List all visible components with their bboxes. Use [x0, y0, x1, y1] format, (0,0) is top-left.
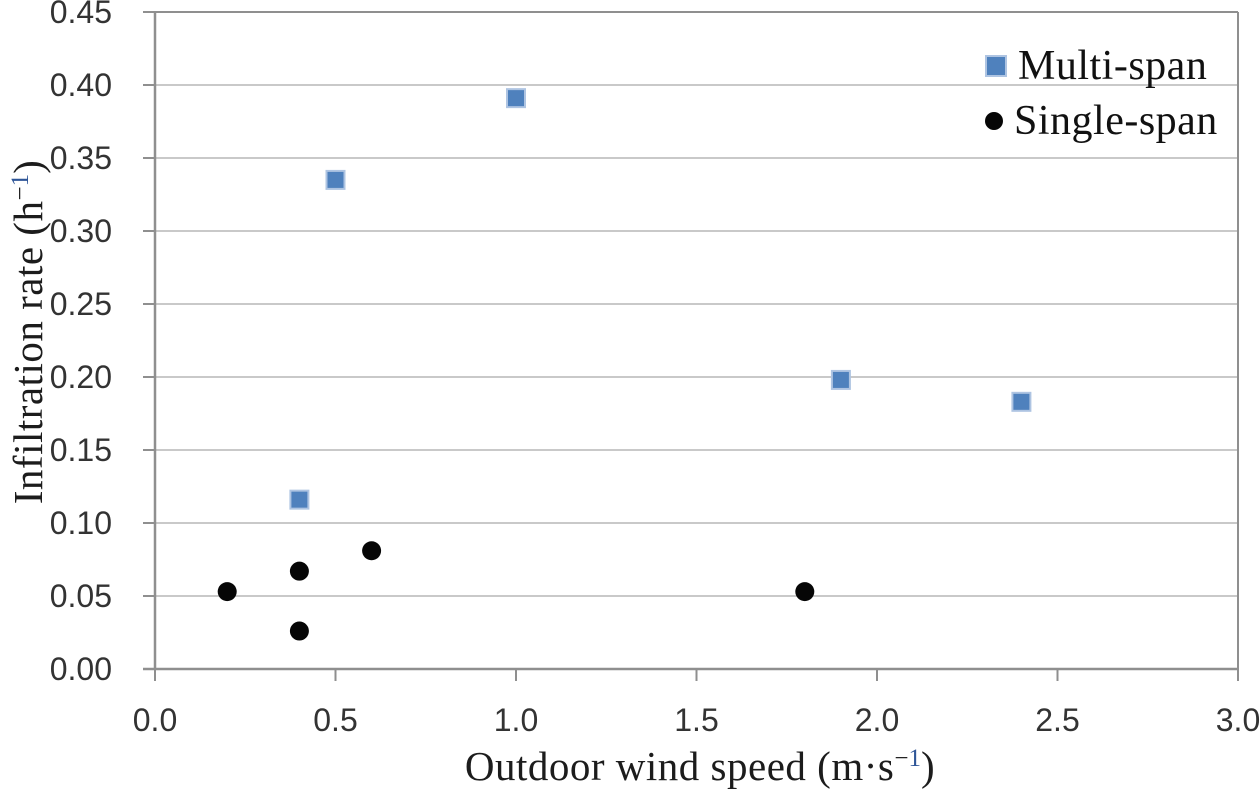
legend-item-single-span: Single-span [985, 98, 1218, 144]
y-tick-label: 0.20 [50, 359, 112, 395]
x-axis-title: Outdoor wind speed (m·s−1) [465, 742, 935, 790]
data-point-multi-span [325, 169, 346, 190]
legend-circle-marker-icon [985, 112, 1003, 130]
data-point-single-span [795, 582, 815, 602]
y-tick-label: 0.45 [50, 0, 112, 30]
data-point-multi-span [830, 369, 851, 390]
data-point-multi-span [506, 88, 526, 109]
legend-label-single-span: Single-span [1014, 98, 1218, 144]
data-point-single-span [289, 621, 309, 641]
legend-item-multi-span: Multi-span [985, 43, 1218, 89]
legend: Multi-span Single-span [985, 43, 1218, 154]
data-point-single-span [362, 541, 382, 561]
y-tick-label: 0.35 [50, 140, 112, 176]
x-axis-title-close: ) [920, 743, 936, 789]
data-point-single-span [289, 561, 309, 581]
x-tick-label: 2.0 [855, 702, 899, 738]
y-tick-label: 0.40 [50, 67, 112, 103]
y-tick-label: 0.30 [50, 213, 112, 249]
legend-label-multi-span: Multi-span [1018, 43, 1208, 89]
y-axis-sup-minus: − [7, 186, 34, 201]
y-axis-title-close: ) [5, 159, 51, 174]
y-tick-label: 0.00 [50, 651, 112, 687]
x-tick-label: 1.0 [494, 702, 538, 738]
y-axis-sup-digit: 1 [7, 173, 34, 187]
y-tick-label: 0.10 [50, 505, 112, 541]
x-tick-label: 2.5 [1035, 702, 1079, 738]
x-axis-title-text: Outdoor wind speed (m·s [464, 743, 895, 789]
y-tick-label: 0.25 [50, 286, 112, 322]
data-point-multi-span [1011, 391, 1032, 412]
y-tick-label: 0.15 [50, 432, 112, 468]
x-tick-label: 3.0 [1216, 702, 1260, 738]
x-axis-title-sup: −1 [894, 745, 921, 773]
x-axis-sup-minus: − [894, 745, 909, 772]
x-tick-label: 1.5 [674, 702, 718, 738]
x-axis-sup-digit: 1 [908, 745, 921, 772]
y-tick-label: 0.05 [50, 578, 112, 614]
y-axis-title: Infiltration rate (h−1) [4, 160, 52, 504]
x-tick-label: 0.0 [133, 702, 177, 738]
x-tick-label: 0.5 [313, 702, 357, 738]
legend-square-marker-icon [985, 55, 1007, 77]
data-point-multi-span [289, 489, 310, 510]
y-axis-title-sup: −1 [7, 174, 35, 201]
y-axis-title-text: Infiltration rate (h [5, 200, 51, 505]
data-point-single-span [217, 582, 237, 602]
